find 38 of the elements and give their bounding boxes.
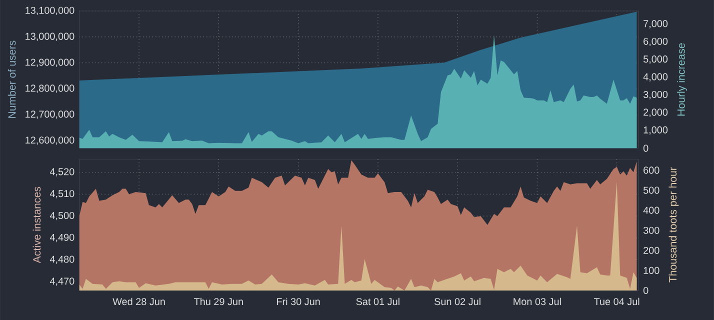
- y-axis-title: Number of users: [8, 40, 16, 118]
- y2-tick-label: 100: [644, 266, 660, 274]
- y-tick-label: 4,500: [50, 212, 74, 220]
- y-tick-label: 12,600,000: [26, 136, 74, 145]
- y-tick-label: 12,800,000: [26, 84, 74, 93]
- y-tick-label: 4,520: [50, 168, 74, 176]
- y-tick-label: 4,480: [50, 256, 74, 264]
- y2-tick-label: 4,000: [643, 73, 668, 82]
- y2-tick-label: 400: [643, 206, 660, 214]
- x-tick-label: Wed 28 Jun: [112, 298, 165, 305]
- y-tick-label: 12,900,000: [26, 58, 74, 67]
- y2-tick-label: 300: [643, 226, 660, 234]
- y2-tick-label: 5,000: [643, 55, 668, 64]
- y2-tick-label: 1,000: [644, 126, 668, 134]
- x-tick-label: Fri 30 Jun: [276, 298, 320, 305]
- y2-tick-label: 0: [643, 286, 648, 294]
- y-tick-label: 12,700,000: [26, 110, 74, 119]
- y2-tick-label: 7,000: [644, 20, 668, 28]
- y2-tick-label: 200: [644, 246, 660, 254]
- y2-tick-label: 3,000: [643, 90, 668, 100]
- y-axis-title: Active instances: [32, 186, 41, 263]
- y2-axis-title: Hourly increase: [677, 43, 687, 116]
- y-tick-label: 4,490: [50, 234, 74, 242]
- x-tick-label: Mon 03 Jul: [514, 298, 561, 305]
- x-tick-label: Thu 29 Jun: [194, 298, 243, 305]
- y2-axis-title: Thousand toots per hour: [668, 167, 679, 282]
- y2-tick-label: 0: [643, 144, 648, 152]
- y-tick-label: 4,510: [50, 190, 74, 198]
- x-tick-label: Sat 01 Jul: [356, 298, 400, 305]
- y-tick-label: 13,000,000: [26, 32, 74, 41]
- y2-tick-label: 6,000: [644, 38, 668, 46]
- x-tick-label: Sun 02 Jul: [434, 298, 480, 305]
- x-tick-label: Tue 04 Jul: [594, 298, 640, 305]
- y-tick-label: 13,100,000: [26, 6, 74, 15]
- y2-tick-label: 600: [644, 166, 660, 174]
- y2-tick-label: 2,000: [644, 108, 668, 117]
- y-tick-label: 4,470: [50, 277, 74, 286]
- y2-tick-label: 500: [643, 186, 660, 194]
